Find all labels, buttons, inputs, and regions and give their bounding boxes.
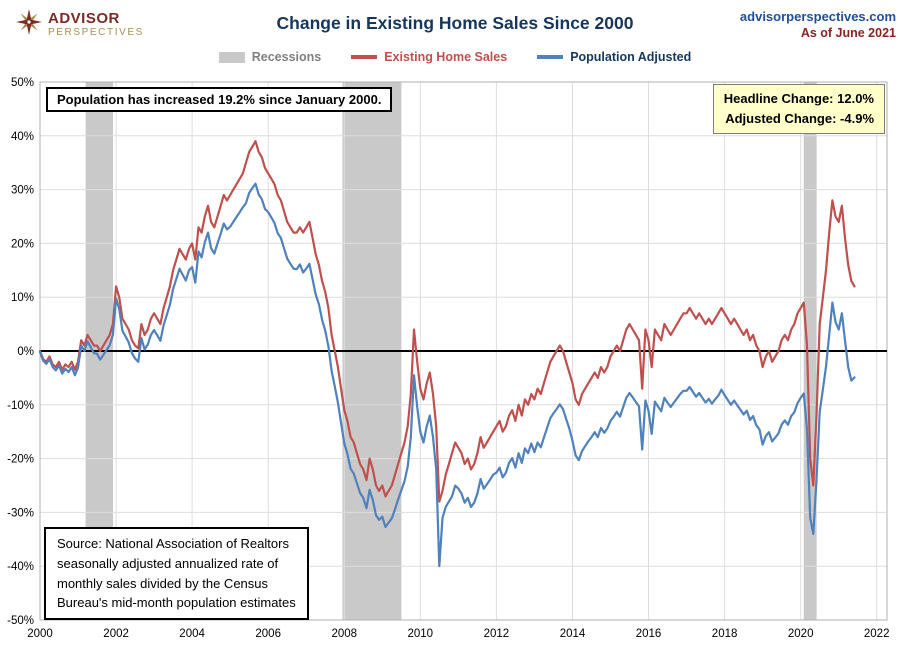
logo-line2: PERSPECTIVES — [48, 27, 144, 38]
svg-text:2016: 2016 — [636, 628, 662, 640]
as-of-date: As of June 2021 — [800, 26, 896, 40]
svg-text:2004: 2004 — [179, 628, 205, 640]
svg-text:-20%: -20% — [7, 454, 34, 466]
page-title: Change in Existing Home Sales Since 2000 — [276, 13, 634, 33]
population-note-box: Population has increased 19.2% since Jan… — [46, 87, 393, 112]
svg-text:30%: 30% — [11, 185, 34, 197]
existing-home-sales-swatch — [351, 55, 378, 59]
chart-legend: Recessions Existing Home Sales Populatio… — [0, 50, 910, 64]
legend-item-recessions: Recessions — [218, 50, 322, 64]
svg-text:2018: 2018 — [712, 628, 738, 640]
logo-line1: ADVISOR — [48, 10, 120, 27]
source-box: Source: National Association of Realtors… — [44, 527, 309, 620]
legend-item-existing-home-sales: Existing Home Sales — [351, 50, 507, 64]
svg-text:2010: 2010 — [408, 628, 434, 640]
svg-text:2020: 2020 — [788, 628, 814, 640]
adjusted-change-text: Adjusted Change: -4.9% — [725, 111, 874, 127]
compass-rose-icon — [16, 9, 42, 40]
source-line: monthly sales divided by the Census — [57, 575, 269, 591]
svg-text:0%: 0% — [17, 346, 34, 358]
svg-text:2022: 2022 — [864, 628, 890, 640]
header-right: advisorperspectives.com As of June 2021 — [740, 9, 896, 40]
recessions-swatch — [218, 51, 245, 63]
advisor-perspectives-logo: ADVISOR PERSPECTIVES — [16, 9, 144, 40]
population-adjusted-swatch — [537, 55, 564, 59]
svg-text:2000: 2000 — [27, 628, 53, 640]
legend-item-population-adjusted: Population Adjusted — [537, 50, 691, 64]
source-line: seasonally adjusted annualized rate of — [57, 555, 279, 571]
svg-text:2014: 2014 — [560, 628, 586, 640]
svg-text:2012: 2012 — [484, 628, 510, 640]
svg-text:-40%: -40% — [7, 561, 34, 573]
legend-label-population-adjusted: Population Adjusted — [570, 50, 692, 64]
source-line: Source: National Association of Realtors — [57, 536, 289, 551]
svg-text:-50%: -50% — [7, 615, 34, 627]
logo-text: ADVISOR PERSPECTIVES — [48, 11, 144, 38]
legend-label-existing-home-sales: Existing Home Sales — [384, 50, 508, 64]
headline-change-box: Headline Change: 12.0% Adjusted Change: … — [712, 84, 885, 135]
source-line: Bureau's mid-month population estimates — [57, 595, 296, 611]
svg-text:-30%: -30% — [7, 507, 34, 519]
legend-label-recessions: Recessions — [251, 50, 322, 64]
svg-text:-10%: -10% — [7, 400, 34, 412]
svg-text:2002: 2002 — [103, 628, 129, 640]
svg-text:2008: 2008 — [332, 628, 358, 640]
svg-text:40%: 40% — [11, 131, 34, 143]
svg-text:50%: 50% — [11, 77, 34, 89]
svg-text:20%: 20% — [11, 238, 34, 250]
headline-change-text: Headline Change: 12.0% — [723, 91, 874, 106]
svg-text:2006: 2006 — [255, 628, 281, 640]
site-link[interactable]: advisorperspectives.com — [739, 9, 896, 24]
svg-text:10%: 10% — [11, 292, 34, 304]
